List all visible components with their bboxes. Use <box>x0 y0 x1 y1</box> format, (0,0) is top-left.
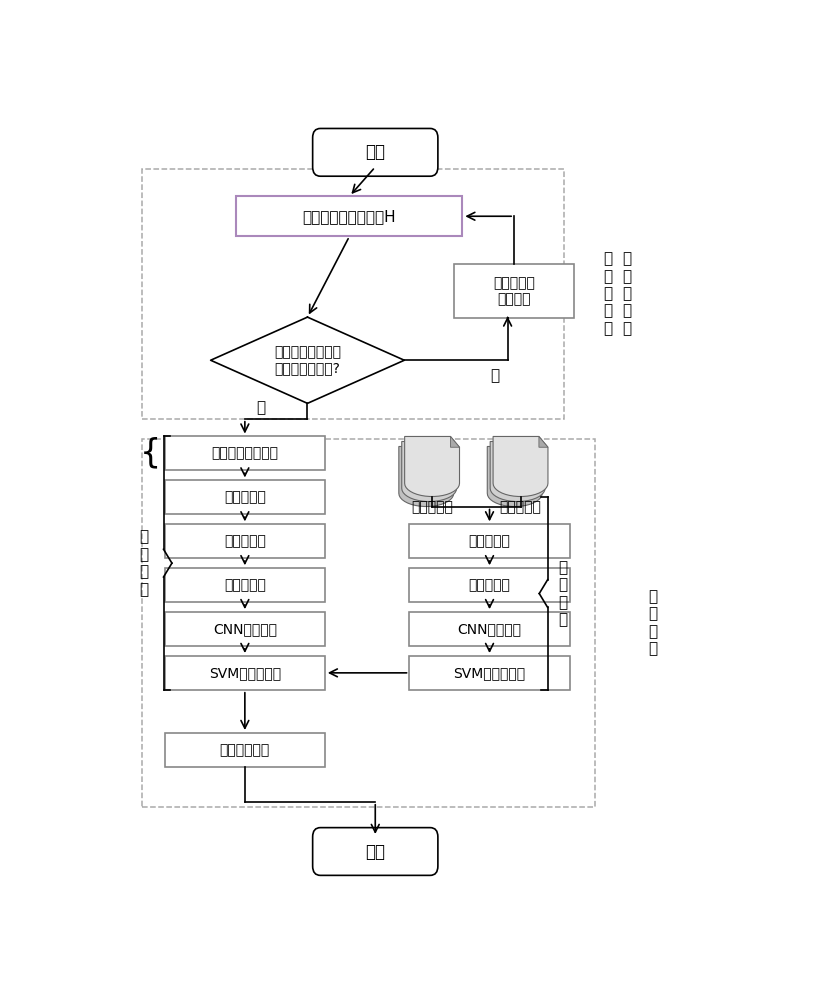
Polygon shape <box>402 441 456 501</box>
Polygon shape <box>451 436 460 447</box>
Polygon shape <box>490 441 545 501</box>
Text: 训练负样本: 训练负样本 <box>412 500 453 514</box>
Polygon shape <box>447 441 456 452</box>
FancyBboxPatch shape <box>165 568 325 602</box>
Text: 离
线
训
练: 离 线 训 练 <box>558 560 567 627</box>
Polygon shape <box>405 436 460 496</box>
Text: 无
人
机
空
间: 无 人 机 空 间 <box>622 251 631 336</box>
Text: 在
线
检
测: 在 线 检 测 <box>140 530 149 597</box>
Text: 直方图均衡: 直方图均衡 <box>224 534 266 548</box>
FancyBboxPatch shape <box>237 196 462 236</box>
FancyBboxPatch shape <box>165 480 325 514</box>
FancyBboxPatch shape <box>312 128 438 176</box>
Text: 训练正样本: 训练正样本 <box>500 500 541 514</box>
FancyBboxPatch shape <box>410 524 570 558</box>
FancyBboxPatch shape <box>312 828 438 875</box>
Text: 开始: 开始 <box>365 143 386 161</box>
Text: 位
置
预
处
理: 位 置 预 处 理 <box>603 251 612 336</box>
Text: 调整无人机
检测位置: 调整无人机 检测位置 <box>493 276 535 306</box>
Text: 结束: 结束 <box>365 842 386 860</box>
Polygon shape <box>533 446 542 457</box>
Text: 尺寸归一化: 尺寸归一化 <box>469 578 511 592</box>
Text: 尺寸归一化: 尺寸归一化 <box>224 578 266 592</box>
Text: 获取红外图像序列: 获取红外图像序列 <box>212 446 278 460</box>
Text: CNN特征提取: CNN特征提取 <box>213 622 277 636</box>
FancyBboxPatch shape <box>165 524 325 558</box>
Text: 车型识别结果: 车型识别结果 <box>220 743 270 757</box>
FancyBboxPatch shape <box>165 656 325 690</box>
Text: 是: 是 <box>257 400 266 415</box>
Polygon shape <box>539 436 548 447</box>
Text: SVM分类器训练: SVM分类器训练 <box>453 666 526 680</box>
Text: 直方图均衡: 直方图均衡 <box>469 534 511 548</box>
FancyBboxPatch shape <box>410 568 570 602</box>
Text: 车
型
识
别: 车 型 识 别 <box>648 589 657 656</box>
FancyBboxPatch shape <box>410 656 570 690</box>
Text: CNN特征提取: CNN特征提取 <box>457 622 521 636</box>
FancyBboxPatch shape <box>165 436 325 470</box>
Text: SVM分类器模型: SVM分类器模型 <box>209 666 281 680</box>
Polygon shape <box>487 446 542 506</box>
Polygon shape <box>536 441 545 452</box>
Polygon shape <box>445 446 454 457</box>
Text: 无人机高度是否在
可识别限定范围?: 无人机高度是否在 可识别限定范围? <box>274 345 341 375</box>
FancyBboxPatch shape <box>165 733 325 767</box>
Text: 计算当前无人机高度H: 计算当前无人机高度H <box>302 209 397 224</box>
FancyBboxPatch shape <box>165 612 325 646</box>
Polygon shape <box>399 446 454 506</box>
Text: 否: 否 <box>490 368 499 383</box>
FancyBboxPatch shape <box>410 612 570 646</box>
Polygon shape <box>493 436 548 496</box>
Text: 子窗口搜索: 子窗口搜索 <box>224 490 266 504</box>
Text: {: { <box>140 437 162 470</box>
FancyBboxPatch shape <box>454 264 574 318</box>
